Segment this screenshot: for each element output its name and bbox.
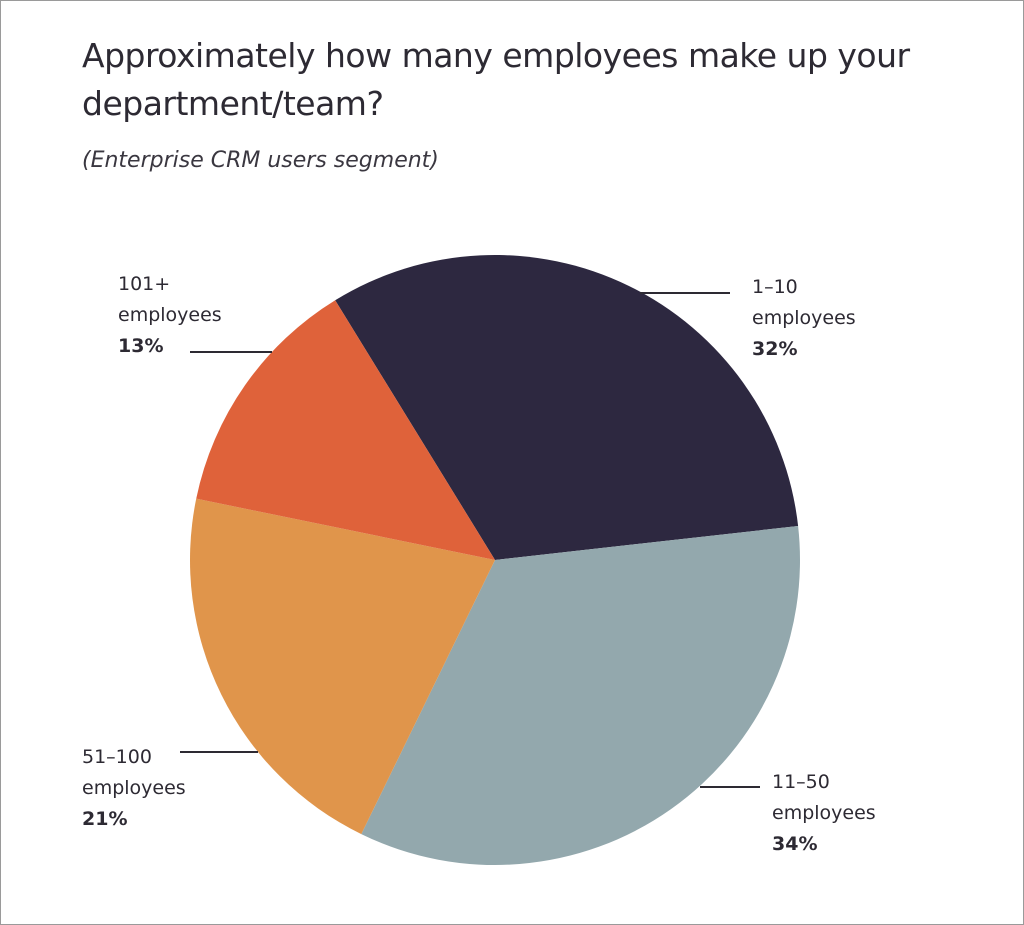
slice-label: 51–100 employees 21%: [82, 742, 212, 835]
pie-slice: [335, 254, 799, 560]
slice-label: 101+ employees 13%: [118, 269, 248, 362]
category-label: 101+ employees: [118, 273, 222, 326]
category-label: 1–10 employees: [752, 276, 856, 329]
value-label: 21%: [82, 808, 128, 830]
slice-label: 11–50 employees 34%: [772, 767, 902, 860]
pie-slice: [196, 300, 495, 560]
value-label: 13%: [118, 335, 164, 357]
category-label: 11–50 employees: [772, 771, 876, 824]
value-label: 32%: [752, 338, 798, 360]
chart-subtitle: (Enterprise CRM users segment): [82, 148, 439, 173]
slice-label: 1–10 employees 32%: [752, 272, 882, 365]
pie-slice: [190, 498, 495, 835]
value-label: 34%: [772, 833, 818, 855]
category-label: 51–100 employees: [82, 746, 186, 799]
chart-title: Approximately how many employees make up…: [82, 36, 910, 123]
pie-slice: [361, 526, 801, 865]
